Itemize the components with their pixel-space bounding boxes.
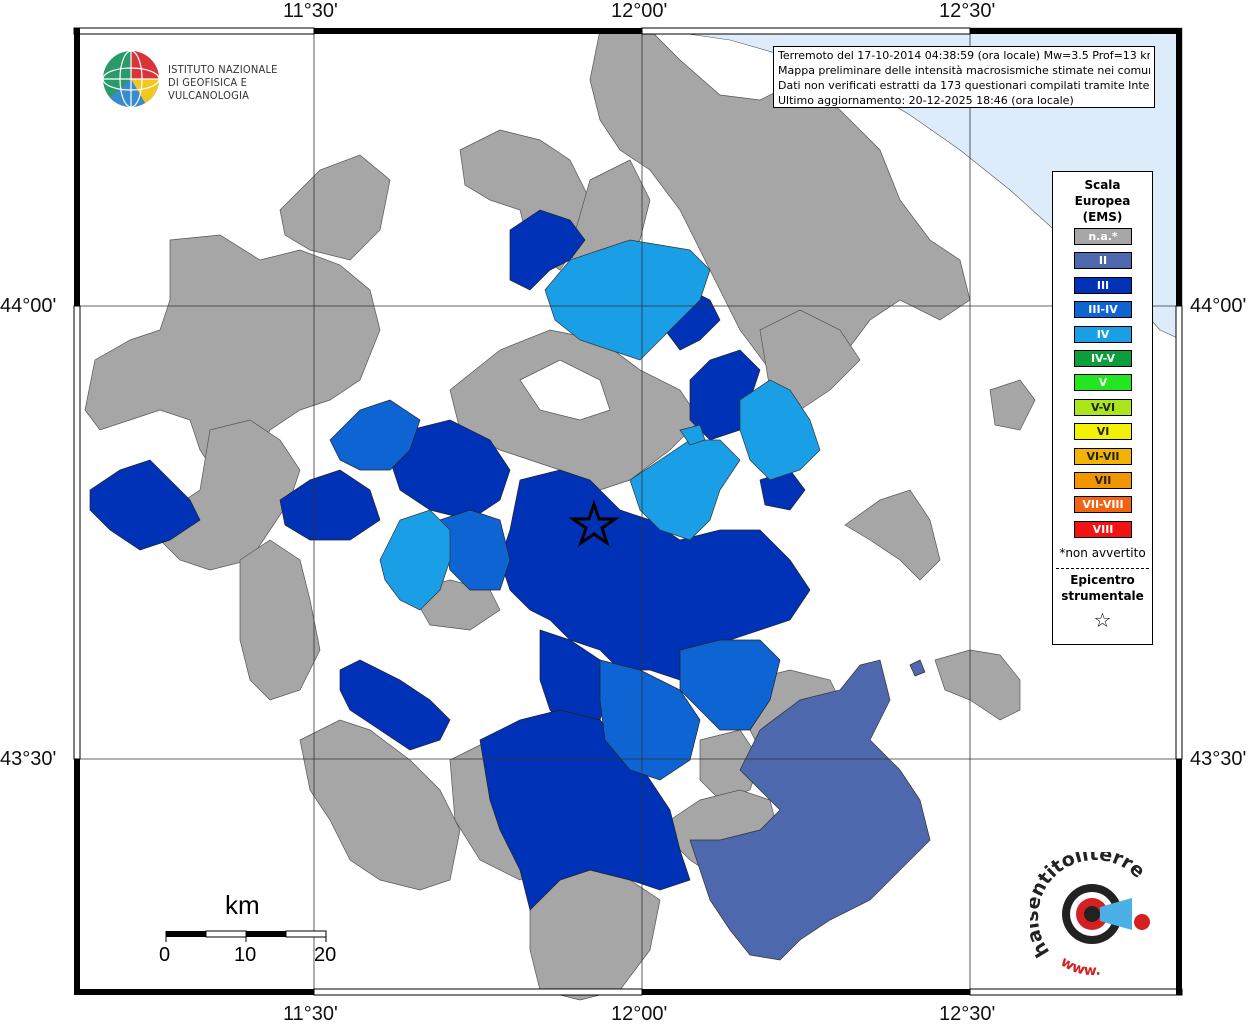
legend-title-3: (EMS) <box>1082 210 1123 224</box>
target-icon: haisentitoilterremoto.it www. <box>1020 835 1150 979</box>
event-info-line-2: Mappa preliminare delle intensità macros… <box>778 64 1150 77</box>
ingv-logo: ISTITUTO NAZIONALE DI GEOFISICA E VULCAN… <box>100 48 320 110</box>
legend-item: V-VI <box>1074 398 1132 416</box>
institute-name: ISTITUTO NAZIONALE DI GEOFISICA E VULCAN… <box>168 63 320 102</box>
lat-label-left-1: 44°00' <box>0 295 57 317</box>
scale-label-20: 20 <box>314 944 337 966</box>
www-arc: www. <box>1058 954 1102 979</box>
graticule <box>74 28 1182 995</box>
institute-line-1: ISTITUTO NAZIONALE <box>168 63 278 76</box>
event-info-line-1: Terremoto del 17-10-2014 04:38:59 (ora l… <box>778 49 1150 62</box>
event-info-line-4: Ultimo aggiornamento: 20-12-2025 18:46 (… <box>778 94 1074 107</box>
regions-intensity-IV <box>379 239 821 611</box>
lat-label-right-1: 44°00' <box>1190 295 1247 317</box>
legend-note: *non avvertito <box>1059 546 1146 560</box>
legend-item: II <box>1074 252 1132 270</box>
lon-label-top-2: 12°00' <box>611 0 668 22</box>
lon-label-top-1: 11°30' <box>283 0 338 22</box>
legend-title-2: Europea <box>1074 194 1131 208</box>
legend-item: IV <box>1074 325 1132 343</box>
legend-item: VI <box>1074 423 1132 441</box>
legend-item: IV-V <box>1074 350 1132 367</box>
legend-title: Scala Europea (EMS) <box>1053 177 1152 225</box>
legend-epicentre-label: Epicentro strumentale <box>1053 572 1152 604</box>
legend-item: VI-VII <box>1074 447 1132 465</box>
legend-item: VII <box>1074 472 1132 489</box>
legend-item: V <box>1074 374 1132 392</box>
event-info-box: Terremoto del 17-10-2014 04:38:59 (ora l… <box>773 46 1155 108</box>
legend-star-icon: ☆ <box>1093 608 1112 632</box>
scale-bar-title: km <box>225 890 260 920</box>
scale-label-0: 0 <box>159 944 171 966</box>
globe-icon <box>102 50 160 108</box>
legend-item: n.a.* <box>1074 228 1132 245</box>
event-info-line-3: Dati non verificati estratti da 173 ques… <box>778 79 1150 92</box>
legend-item: III <box>1074 276 1132 294</box>
haisentito-logo: haisentitoilterremoto.it www. <box>1020 835 1165 982</box>
lat-label-left-2: 43°30' <box>0 748 57 770</box>
lon-label-bottom-2: 12°00' <box>611 1003 668 1025</box>
legend-epicentre-2: strumentale <box>1061 589 1144 603</box>
legend-epicentre-1: Epicentro <box>1070 573 1135 587</box>
institute-line-2: DI GEOFISICA E VULCANOLOGIA <box>168 76 250 102</box>
legend-title-1: Scala <box>1084 178 1121 192</box>
lat-label-right-2: 43°30' <box>1190 748 1247 770</box>
frame-ticks <box>73 27 1183 996</box>
scale-bar-graphic <box>165 930 327 942</box>
lon-label-top-3: 12°30' <box>939 0 996 22</box>
scale-label-10: 10 <box>234 944 257 966</box>
epicentre-star <box>568 499 620 547</box>
legend-item: VIII <box>1074 520 1132 538</box>
regions-intensity-III-IV <box>329 399 781 781</box>
regions-intensity-II <box>689 659 931 961</box>
lon-label-bottom-1: 11°30' <box>283 1003 338 1025</box>
legend-separator <box>1056 568 1149 569</box>
svg-text:www.: www. <box>1058 954 1102 979</box>
legend-item: III-IV <box>1074 301 1132 319</box>
legend-item: VII-VIII <box>1074 496 1132 514</box>
lon-label-bottom-3: 12°30' <box>939 1003 996 1025</box>
ems-legend: Scala Europea (EMS) n.a.* II III III-IV IV IV… <box>1052 171 1153 645</box>
